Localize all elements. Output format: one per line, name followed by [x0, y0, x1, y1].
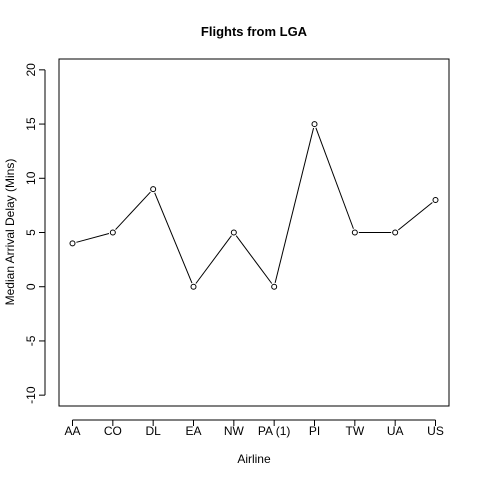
series-line-segment	[315, 127, 354, 229]
data-point-pi	[311, 121, 318, 128]
data-point-ea	[190, 283, 197, 290]
data-point-pa-1	[271, 283, 278, 290]
x-tick-label: TW	[346, 424, 365, 438]
series-line-segment	[235, 235, 273, 284]
y-tick-label: -10	[24, 386, 38, 404]
data-point-us	[432, 196, 439, 203]
y-tick-label: 15	[24, 117, 38, 131]
y-axis-label: Median Arrival Delay (Mins)	[3, 159, 17, 306]
x-axis: AA CO DL EA NW PA (1) PI TW UA US	[64, 419, 444, 438]
x-tick-label: CO	[104, 424, 122, 438]
y-tick-label: 5	[24, 229, 38, 236]
plot-area-border	[58, 58, 450, 407]
x-tick-label: DL	[145, 424, 161, 438]
data-point-tw	[351, 229, 358, 236]
chart-title: Flights from LGA	[201, 24, 308, 39]
series-line-segment	[274, 127, 315, 283]
data-point-dl	[150, 186, 157, 193]
x-axis-label: Airline	[237, 452, 271, 466]
series-layer	[69, 121, 439, 290]
series-line-segment	[154, 192, 193, 284]
x-tick-label: PA (1)	[258, 424, 290, 438]
x-tick-label: UA	[387, 424, 404, 438]
series-line-segment	[397, 202, 433, 231]
x-tick-label: PI	[309, 424, 320, 438]
data-point-ua	[392, 229, 399, 236]
y-tick-label: -5	[24, 335, 38, 346]
y-axis: -10 -5 0 5 10 15 20	[24, 63, 46, 404]
data-point-aa	[69, 240, 76, 247]
data-point-nw	[230, 229, 237, 236]
y-tick-label: 20	[24, 63, 38, 77]
series-line-segment	[195, 235, 232, 284]
data-point-co	[109, 229, 116, 236]
series-line-segment	[76, 233, 110, 243]
x-tick-label: EA	[185, 424, 201, 438]
y-tick-label: 0	[24, 283, 38, 290]
x-tick-label: US	[427, 424, 444, 438]
y-tick-label: 10	[24, 171, 38, 185]
x-tick-label: AA	[64, 424, 80, 438]
x-tick-label: NW	[224, 424, 245, 438]
series-line-segment	[115, 191, 151, 230]
